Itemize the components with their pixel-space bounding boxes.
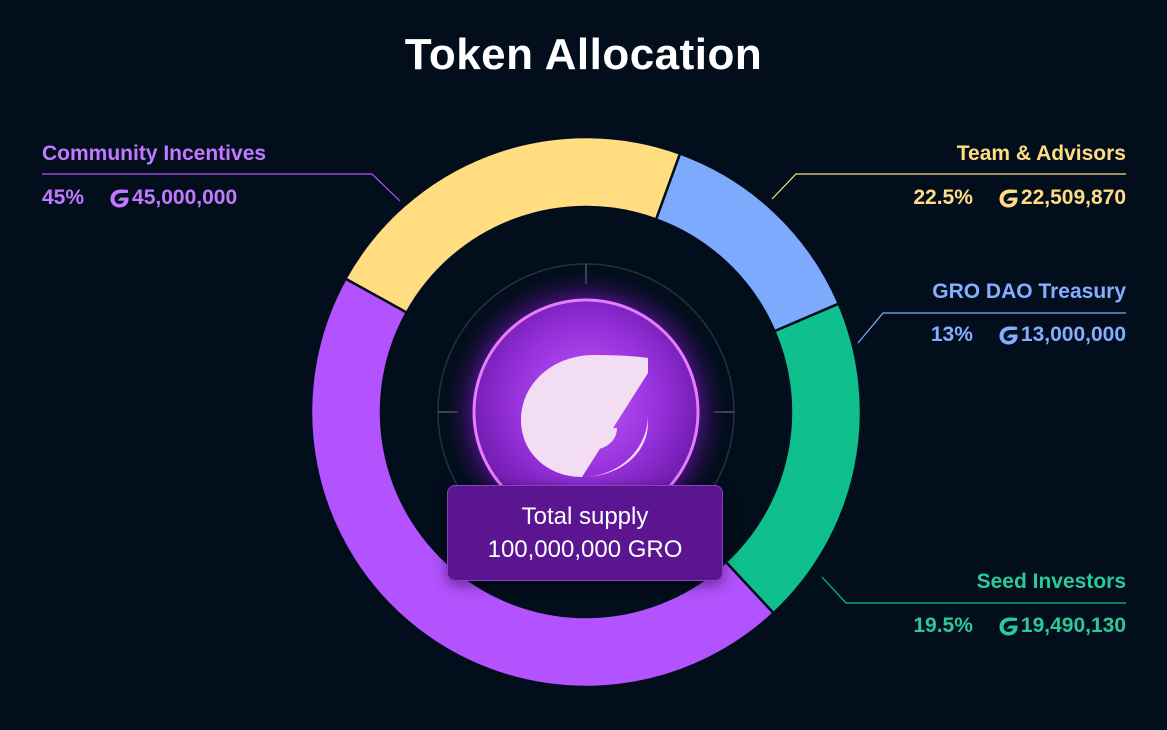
leader-team-advisors [771, 173, 1126, 200]
chart-title: Token Allocation [404, 30, 763, 79]
legend-amount-wrap: 45,000,000 [110, 186, 237, 210]
gro-token-icon [999, 616, 1018, 636]
legend-amount-wrap: 19,490,130 [999, 614, 1126, 638]
legend-percent-community-incentives: 45% [42, 186, 85, 209]
legend-stats-team-advisors: 22.5% 22,509,870 [913, 186, 1126, 210]
legend-amount-community-incentives: 45,000,000 [132, 186, 238, 209]
legend-percent-seed-investors: 19.5% [913, 614, 973, 637]
gro-token-icon [110, 188, 129, 208]
leader-community-incentives [42, 173, 401, 202]
slice-seed-investors [724, 302, 863, 615]
gro-token-icon [999, 188, 1018, 208]
total-supply-value: 100,000,000 GRO [487, 536, 683, 563]
legend-amount-gro-dao-treasury: 13,000,000 [1020, 323, 1126, 346]
total-supply-box: Total supply 100,000,000 GRO [447, 485, 723, 581]
gro-token-icon [999, 325, 1018, 345]
legend-amount-wrap: 13,000,000 [999, 323, 1126, 347]
legend-amount-team-advisors: 22,509,870 [1020, 186, 1126, 209]
slice-community-incentives [309, 276, 776, 689]
legend-stats-community-incentives: 45% 45,000,000 [42, 186, 237, 210]
legend-amount-seed-investors: 19,490,130 [1020, 614, 1126, 637]
legend-percent-gro-dao-treasury: 13% [930, 323, 973, 346]
legend-label-community-incentives: Community Incentives [42, 142, 267, 165]
total-supply-label: Total supply [521, 503, 649, 530]
legend-label-seed-investors: Seed Investors [976, 570, 1126, 593]
slice-gro-dao-treasury [654, 151, 841, 333]
legend-percent-team-advisors: 22.5% [913, 186, 973, 209]
legend-label-gro-dao-treasury: GRO DAO Treasury [932, 280, 1126, 303]
legend-stats-gro-dao-treasury: 13% 13,000,000 [931, 323, 1126, 347]
gro-logo-icon [521, 355, 648, 477]
leader-gro-dao-treasury [857, 312, 1126, 344]
leader-lines [42, 173, 1126, 604]
legend-stats-seed-investors: 19.5% 19,490,130 [913, 614, 1126, 638]
legend-label-team-advisors: Team & Advisors [956, 142, 1126, 165]
slices-layer [309, 135, 863, 689]
legend-amount-wrap: 22,509,870 [999, 186, 1126, 210]
leader-seed-investors [821, 576, 1126, 604]
